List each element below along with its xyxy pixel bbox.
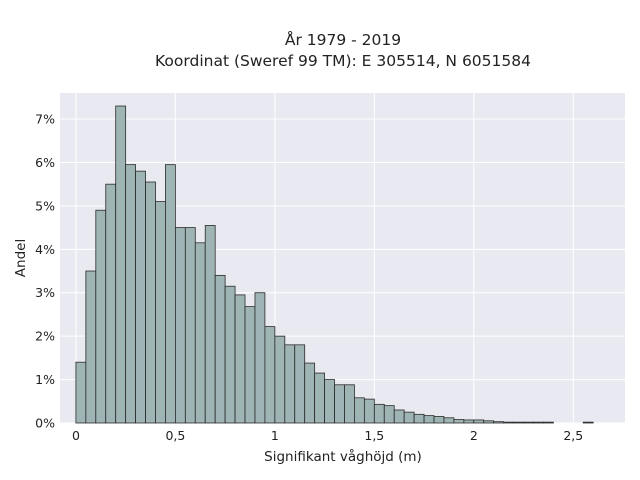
histogram-bar-6 <box>135 170 146 424</box>
histogram-bar-32 <box>393 409 405 424</box>
x-tick-label-4: 2 <box>470 428 478 443</box>
histogram-bar-4 <box>115 105 127 424</box>
histogram-bar-19 <box>264 326 276 424</box>
chart-title-line1: År 1979 - 2019 <box>285 30 401 49</box>
x-tick-label-3: 1,5 <box>364 428 384 443</box>
y-tick-label-0: 0% <box>35 416 55 431</box>
histogram-bar-41 <box>483 420 495 424</box>
x-tick-label-0: 0 <box>72 428 80 443</box>
histogram-bar-47 <box>543 421 554 424</box>
histogram-bar-14 <box>214 274 226 424</box>
y-tick-label-1: 1% <box>35 372 55 387</box>
histogram-bar-23 <box>304 362 316 424</box>
histogram-bar-33 <box>403 411 415 424</box>
histogram-bar-12 <box>194 242 206 424</box>
histogram-bar-2 <box>95 209 107 424</box>
y-tick-label-4: 4% <box>35 242 55 257</box>
histogram-bar-36 <box>433 416 445 424</box>
histogram-bar-24 <box>314 372 325 424</box>
histogram-bar-44 <box>513 421 524 424</box>
x-tick-label-1: 0,5 <box>165 428 185 443</box>
y-axis-label: Andel <box>13 239 29 277</box>
histogram-bar-5 <box>125 164 136 424</box>
histogram-bar-21 <box>284 344 296 424</box>
histogram-bar-31 <box>383 405 395 424</box>
histogram-bar-18 <box>254 292 266 424</box>
histogram-bar-38 <box>453 419 465 424</box>
histogram-bar-3 <box>105 183 117 424</box>
histogram-bar-45 <box>523 421 534 424</box>
y-tick-label-3: 3% <box>35 285 55 300</box>
histogram-bar-17 <box>244 306 256 424</box>
x-axis-ticks: 0 0,5 1 1,5 2 2,5 <box>72 428 583 443</box>
histogram-bar-28 <box>354 397 365 424</box>
histogram-bar-9 <box>165 164 176 424</box>
histogram-bar-42 <box>493 421 505 424</box>
histogram-bar-8 <box>155 201 166 424</box>
bars <box>75 105 594 424</box>
histogram-bar-40 <box>473 419 485 424</box>
y-tick-label-6: 6% <box>35 155 55 170</box>
histogram-bar-43 <box>503 421 514 424</box>
histogram-bar-46 <box>533 421 544 424</box>
x-tick-label-5: 2,5 <box>563 428 583 443</box>
chart-title-line2: Koordinat (Sweref 99 TM): E 305514, N 60… <box>155 52 531 70</box>
histogram-bar-1 <box>85 270 97 424</box>
histogram-bar-7 <box>145 181 156 424</box>
histogram-bar-16 <box>234 294 246 424</box>
histogram-bar-35 <box>423 415 435 424</box>
histogram-bar-27 <box>344 384 355 424</box>
histogram-bar-0 <box>75 361 87 424</box>
histogram-bar-25 <box>324 379 335 424</box>
y-tick-label-2: 2% <box>35 329 55 344</box>
histogram-bar-51 <box>582 421 594 424</box>
histogram-bar-15 <box>224 285 236 424</box>
histogram-bar-34 <box>413 413 425 424</box>
histogram-bar-39 <box>463 419 475 424</box>
y-axis-ticks: 0% 1% 2% 3% 4% 5% 6% 7% <box>35 112 55 431</box>
histogram-bar-30 <box>373 403 385 424</box>
histogram-bar-10 <box>174 227 186 424</box>
histogram-bar-20 <box>274 335 286 424</box>
y-tick-label-5: 5% <box>35 198 55 213</box>
histogram-bar-11 <box>184 227 196 424</box>
histogram-bar-22 <box>294 344 306 424</box>
histogram-bar-26 <box>334 384 345 424</box>
y-tick-label-7: 7% <box>35 112 55 127</box>
x-tick-label-2: 1 <box>271 428 279 443</box>
histogram-bar-13 <box>204 225 216 424</box>
histogram-bar-37 <box>443 417 455 424</box>
x-axis-label: Signifikant våghöjd (m) <box>264 448 422 465</box>
histogram-bar-29 <box>363 398 375 424</box>
